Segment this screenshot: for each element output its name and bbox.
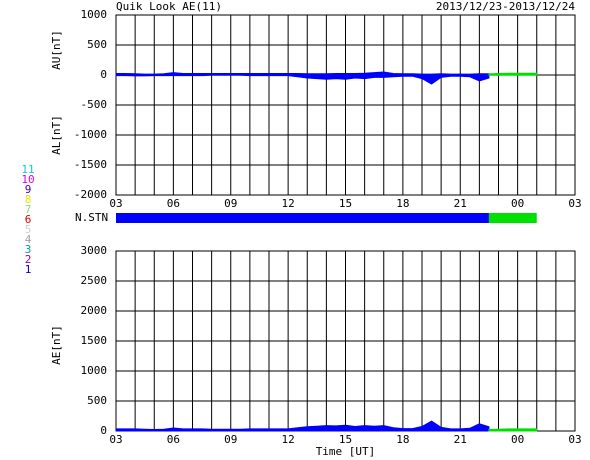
x-tick-label: 06 bbox=[167, 433, 180, 446]
y-axis-label: AU[nT] bbox=[50, 30, 63, 70]
station-label: 10 bbox=[21, 173, 34, 186]
data-area bbox=[115, 71, 490, 76]
y-tick-label: 3000 bbox=[81, 244, 108, 257]
x-tick-label: 03 bbox=[568, 433, 581, 446]
x-tick-label: 18 bbox=[396, 433, 409, 446]
station-label: 9 bbox=[25, 183, 32, 196]
chart-title: Quik Look AE(11) bbox=[116, 0, 222, 13]
n-stn-label: N.STN bbox=[75, 211, 108, 224]
x-tick-label: 00 bbox=[511, 433, 524, 446]
station-label: 11 bbox=[21, 163, 34, 176]
y-tick-label: -2000 bbox=[74, 188, 107, 201]
station-label: 7 bbox=[25, 203, 32, 216]
x-tick-label: 21 bbox=[454, 433, 467, 446]
y-tick-label: 0 bbox=[100, 424, 107, 437]
x-tick-label: 09 bbox=[224, 197, 237, 210]
x-tick-label: 12 bbox=[282, 197, 295, 210]
x-tick-label: 00 bbox=[511, 197, 524, 210]
station-label: 1 bbox=[25, 263, 32, 276]
y-tick-label: 0 bbox=[100, 68, 107, 81]
y-tick-label: -1500 bbox=[74, 158, 107, 171]
y-tick-label: 500 bbox=[87, 394, 107, 407]
x-tick-label: 15 bbox=[339, 197, 352, 210]
x-tick-label: 18 bbox=[396, 197, 409, 210]
y-tick-label: 1500 bbox=[81, 334, 108, 347]
data-area bbox=[488, 428, 538, 432]
x-tick-label: 03 bbox=[109, 197, 122, 210]
x-tick-label: 03 bbox=[109, 433, 122, 446]
x-tick-label: 21 bbox=[454, 197, 467, 210]
n-stn-bar bbox=[116, 213, 489, 223]
data-area bbox=[115, 420, 490, 432]
station-label: 6 bbox=[25, 213, 32, 226]
y-tick-label: 500 bbox=[87, 38, 107, 51]
station-label: 3 bbox=[25, 243, 32, 256]
y-tick-label: 1000 bbox=[81, 8, 108, 21]
y-tick-label: -1000 bbox=[74, 128, 107, 141]
x-axis-label: Time [UT] bbox=[316, 445, 376, 458]
x-tick-label: 12 bbox=[282, 433, 295, 446]
y-tick-label: 2000 bbox=[81, 304, 108, 317]
plot-frame bbox=[115, 14, 576, 196]
x-tick-label: 15 bbox=[339, 433, 352, 446]
data-area bbox=[115, 74, 490, 85]
station-label: 2 bbox=[25, 253, 32, 266]
y-axis-label: AL[nT] bbox=[50, 115, 63, 155]
y-tick-label: 1000 bbox=[81, 364, 108, 377]
station-label: 5 bbox=[25, 223, 32, 236]
y-tick-label: -500 bbox=[81, 98, 108, 111]
station-label: 8 bbox=[25, 193, 32, 206]
x-tick-label: 09 bbox=[224, 433, 237, 446]
y-axis-label: AE[nT] bbox=[50, 325, 63, 365]
date-range: 2013/12/23-2013/12/24 bbox=[436, 0, 575, 13]
x-tick-label: 03 bbox=[568, 197, 581, 210]
n-stn-bar bbox=[488, 213, 537, 223]
y-tick-label: 2500 bbox=[81, 274, 108, 287]
station-label: 4 bbox=[25, 233, 32, 246]
x-tick-label: 06 bbox=[167, 197, 180, 210]
